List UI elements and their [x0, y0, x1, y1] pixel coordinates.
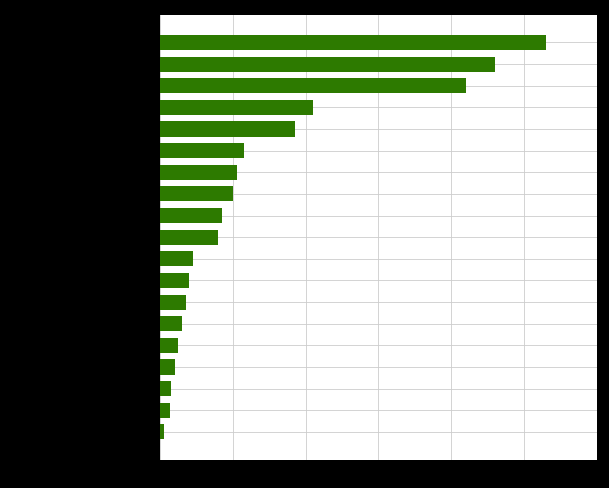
Bar	[160, 360, 175, 375]
Bar	[160, 122, 295, 137]
Bar	[160, 186, 233, 202]
Bar	[160, 78, 466, 93]
Bar	[160, 100, 313, 115]
Bar	[160, 294, 186, 310]
Bar	[160, 229, 219, 245]
Bar	[160, 338, 178, 353]
Bar	[160, 164, 236, 180]
Bar	[160, 381, 171, 396]
Bar	[160, 208, 222, 223]
Bar	[160, 35, 546, 50]
Bar	[160, 403, 170, 418]
Bar	[160, 316, 182, 331]
Bar	[160, 143, 244, 158]
Bar	[160, 57, 495, 72]
Bar	[160, 425, 164, 440]
Bar	[160, 273, 189, 288]
Bar	[160, 251, 193, 266]
